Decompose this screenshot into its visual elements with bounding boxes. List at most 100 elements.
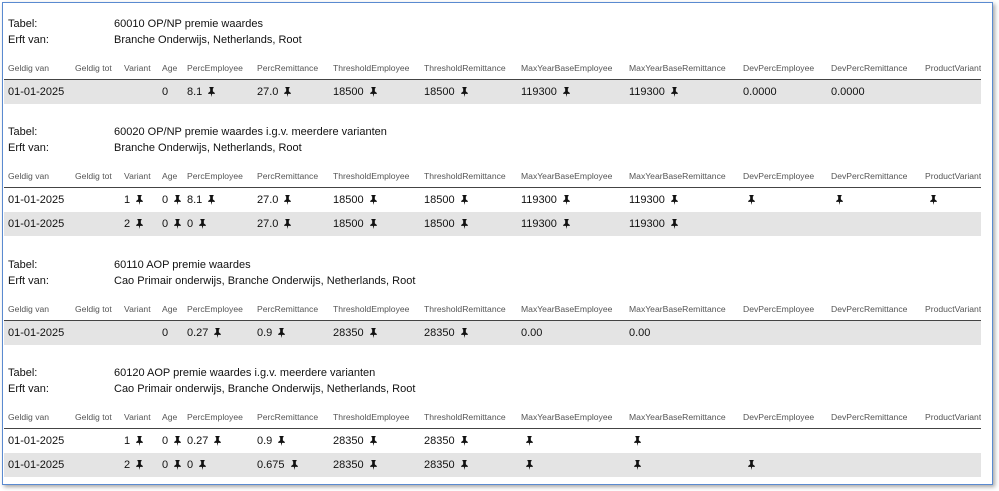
cell: 119300 [517,86,625,98]
pin-icon[interactable] [173,219,182,229]
cell: 119300 [625,194,739,206]
pin-icon[interactable] [929,195,938,205]
cell-text: 119300 [629,86,665,98]
data-row: 01-01-2025 2 0 0 0.675 28350 28350 [4,453,981,477]
pin-icon[interactable] [369,460,378,470]
column-header: ThresholdRemittance [424,304,506,314]
pin-icon[interactable] [198,460,207,470]
pin-icon[interactable] [670,219,679,229]
header-row: Geldig van Geldig tot Variant Age PercEmploy… [4,57,981,80]
cell-text: 0.27 [187,327,209,339]
pin-icon[interactable] [369,328,378,338]
pin-icon[interactable] [525,436,534,446]
cell: 0 [158,459,183,471]
cell [921,195,981,205]
cell-text: 18500 [333,86,364,98]
column-header: Geldig van [8,63,50,73]
column-header: DevPercRemittance [831,412,908,422]
pin-icon[interactable] [213,436,222,446]
pin-icon[interactable] [460,195,469,205]
pin-icon[interactable] [283,219,292,229]
pin-icon[interactable] [633,436,642,446]
column-header: MaxYearBaseRemittance [629,412,726,422]
cell-text: 28350 [424,435,455,447]
pin-icon[interactable] [460,219,469,229]
pin-icon[interactable] [460,436,469,446]
cell-text: 18500 [424,218,455,230]
pin-icon[interactable] [369,436,378,446]
pin-icon[interactable] [747,460,756,470]
column-header: ThresholdRemittance [424,63,506,73]
table-title: 60110 AOP premie waardes [114,259,251,271]
cell-text: 28350 [424,459,455,471]
pin-icon[interactable] [562,87,571,97]
pin-icon[interactable] [670,87,679,97]
table-title: 60120 AOP premie waardes i.g.v. meerdere… [114,367,376,379]
cell-text: 1 [124,435,131,447]
cell: 28350 [329,435,420,447]
cell: 0.27 [183,327,253,339]
column-header: ThresholdEmployee [333,304,410,314]
pin-icon[interactable] [835,195,844,205]
pin-icon[interactable] [135,460,144,470]
pin-icon[interactable] [290,460,299,470]
pin-icon[interactable] [213,328,222,338]
column-header: DevPercRemittance [831,171,908,181]
pin-icon[interactable] [173,195,182,205]
pin-icon[interactable] [747,195,756,205]
cell: 01-01-2025 [4,435,71,447]
pin-icon[interactable] [562,195,571,205]
pin-icon[interactable] [173,436,182,446]
cell-text: 28350 [333,459,364,471]
cell-text: 18500 [333,194,364,206]
column-header: ThresholdEmployee [333,63,410,73]
column-header: DevPercRemittance [831,304,908,314]
pin-icon[interactable] [460,460,469,470]
pin-icon[interactable] [207,87,216,97]
pin-icon[interactable] [525,460,534,470]
table-meta: Tabel: 60110 AOP premie waardes [3,257,992,273]
pin-icon[interactable] [460,87,469,97]
cell: 28350 [420,327,517,339]
cell: 28350 [420,435,517,447]
data-row: 01-01-2025 2 0 0 27.0 18500 18500 119300 119300 [4,212,981,236]
pin-icon[interactable] [283,195,292,205]
column-header: DevPercEmployee [743,171,815,181]
cell: 0.9 [253,435,329,447]
cell-text: 0.9 [257,327,273,339]
cell: 27.0 [253,194,329,206]
column-header: Variant [124,63,151,73]
pin-icon[interactable] [135,219,144,229]
cell-text: 0 [162,86,169,98]
pin-icon[interactable] [670,195,679,205]
pin-icon[interactable] [135,436,144,446]
cell [517,436,625,446]
cell: 0.0000 [739,86,827,98]
column-header: Geldig van [8,412,50,422]
pin-icon[interactable] [369,195,378,205]
pin-icon[interactable] [562,219,571,229]
column-header: ProductVariant [925,63,981,73]
pin-icon[interactable] [277,436,286,446]
pin-icon[interactable] [207,195,216,205]
pin-icon[interactable] [283,87,292,97]
pin-icon[interactable] [633,460,642,470]
cell-text: 119300 [629,194,665,206]
pin-icon[interactable] [135,195,144,205]
cell: 28350 [329,327,420,339]
pin-icon[interactable] [369,87,378,97]
pin-icon[interactable] [369,219,378,229]
pin-icon[interactable] [173,460,182,470]
cell: 8.1 [183,194,253,206]
cell-text: 0 [162,327,169,339]
cell: 0.0000 [827,86,921,98]
column-header: MaxYearBaseRemittance [629,171,726,181]
pin-icon[interactable] [460,328,469,338]
pin-icon[interactable] [198,219,207,229]
cell: 119300 [625,86,739,98]
column-header: PercEmployee [187,63,243,73]
cell: 18500 [420,194,517,206]
pin-icon[interactable] [277,328,286,338]
column-header: PercEmployee [187,171,243,181]
cell: 0.9 [253,327,329,339]
